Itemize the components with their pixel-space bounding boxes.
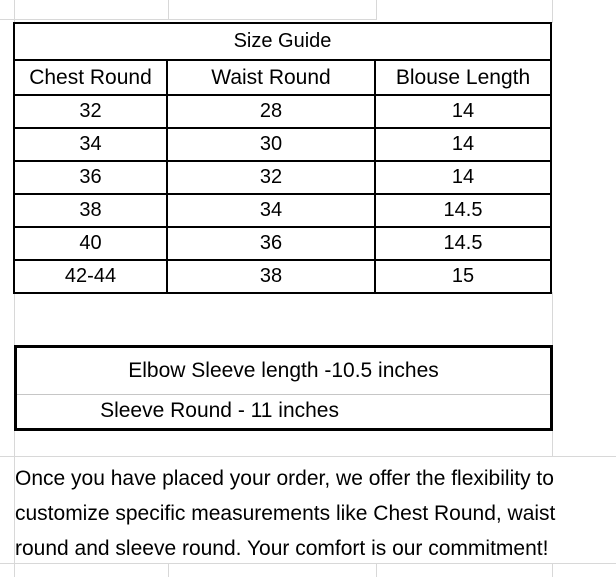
spreadsheet-gridline (0, 456, 616, 457)
column-header-chest-round: Chest Round (13, 59, 168, 96)
table-row: 42-44 38 15 (13, 259, 552, 294)
table-cell: 42-44 (13, 259, 168, 294)
spreadsheet-gridline (376, 563, 377, 577)
spreadsheet-gridline (0, 563, 616, 564)
table-cell: 38 (13, 193, 168, 228)
table-cell: 40 (13, 226, 168, 261)
spreadsheet-gridline (552, 0, 553, 23)
table-row: 34 30 14 (13, 127, 552, 162)
spreadsheet-gridline (552, 431, 553, 456)
table-cell: 32 (166, 160, 376, 195)
size-guide-title: Size Guide (13, 22, 552, 61)
spreadsheet-gridline (552, 563, 553, 577)
table-cell: 38 (166, 259, 376, 294)
spreadsheet-gridline (0, 19, 376, 20)
table-cell: 14 (374, 94, 552, 129)
table-cell: 34 (13, 127, 168, 162)
table-cell: 30 (166, 127, 376, 162)
table-cell: 14 (374, 160, 552, 195)
table-row: 32 28 14 (13, 94, 552, 129)
table-cell: 14 (374, 127, 552, 162)
table-cell: 36 (166, 226, 376, 261)
table-cell: 34 (166, 193, 376, 228)
sleeve-round-text: Sleeve Round - 11 inches (100, 399, 339, 422)
spreadsheet-gridline (168, 563, 169, 577)
table-cell: 28 (166, 94, 376, 129)
sleeve-measurements-box: Elbow Sleeve length -10.5 inches Sleeve … (14, 345, 553, 431)
table-cell: 36 (13, 160, 168, 195)
sleeve-round-row: Sleeve Round - 11 inches (17, 395, 550, 427)
spreadsheet-gridline (376, 0, 377, 20)
table-row: 40 36 14.5 (13, 226, 552, 261)
customization-note: Once you have placed your order, we offe… (15, 461, 615, 566)
note-line: round and sleeve round. Your comfort is … (15, 537, 549, 560)
table-row: 36 32 14 (13, 160, 552, 195)
table-cell: 14.5 (374, 226, 552, 261)
column-header-blouse-length: Blouse Length (374, 59, 552, 96)
spreadsheet-gridline (168, 0, 169, 20)
table-cell: 32 (13, 94, 168, 129)
note-line: Once you have placed your order, we offe… (15, 467, 554, 490)
size-guide-table: Size Guide Chest Round Waist Round Blous… (13, 22, 552, 294)
column-header-waist-round: Waist Round (166, 59, 376, 96)
table-cell: 14.5 (374, 193, 552, 228)
spreadsheet-gridline (552, 292, 553, 346)
table-row: 38 34 14.5 (13, 193, 552, 228)
elbow-sleeve-length-text: Elbow Sleeve length -10.5 inches (17, 348, 550, 395)
note-line: customize specific measurements like Che… (15, 502, 556, 525)
table-cell: 15 (374, 259, 552, 294)
